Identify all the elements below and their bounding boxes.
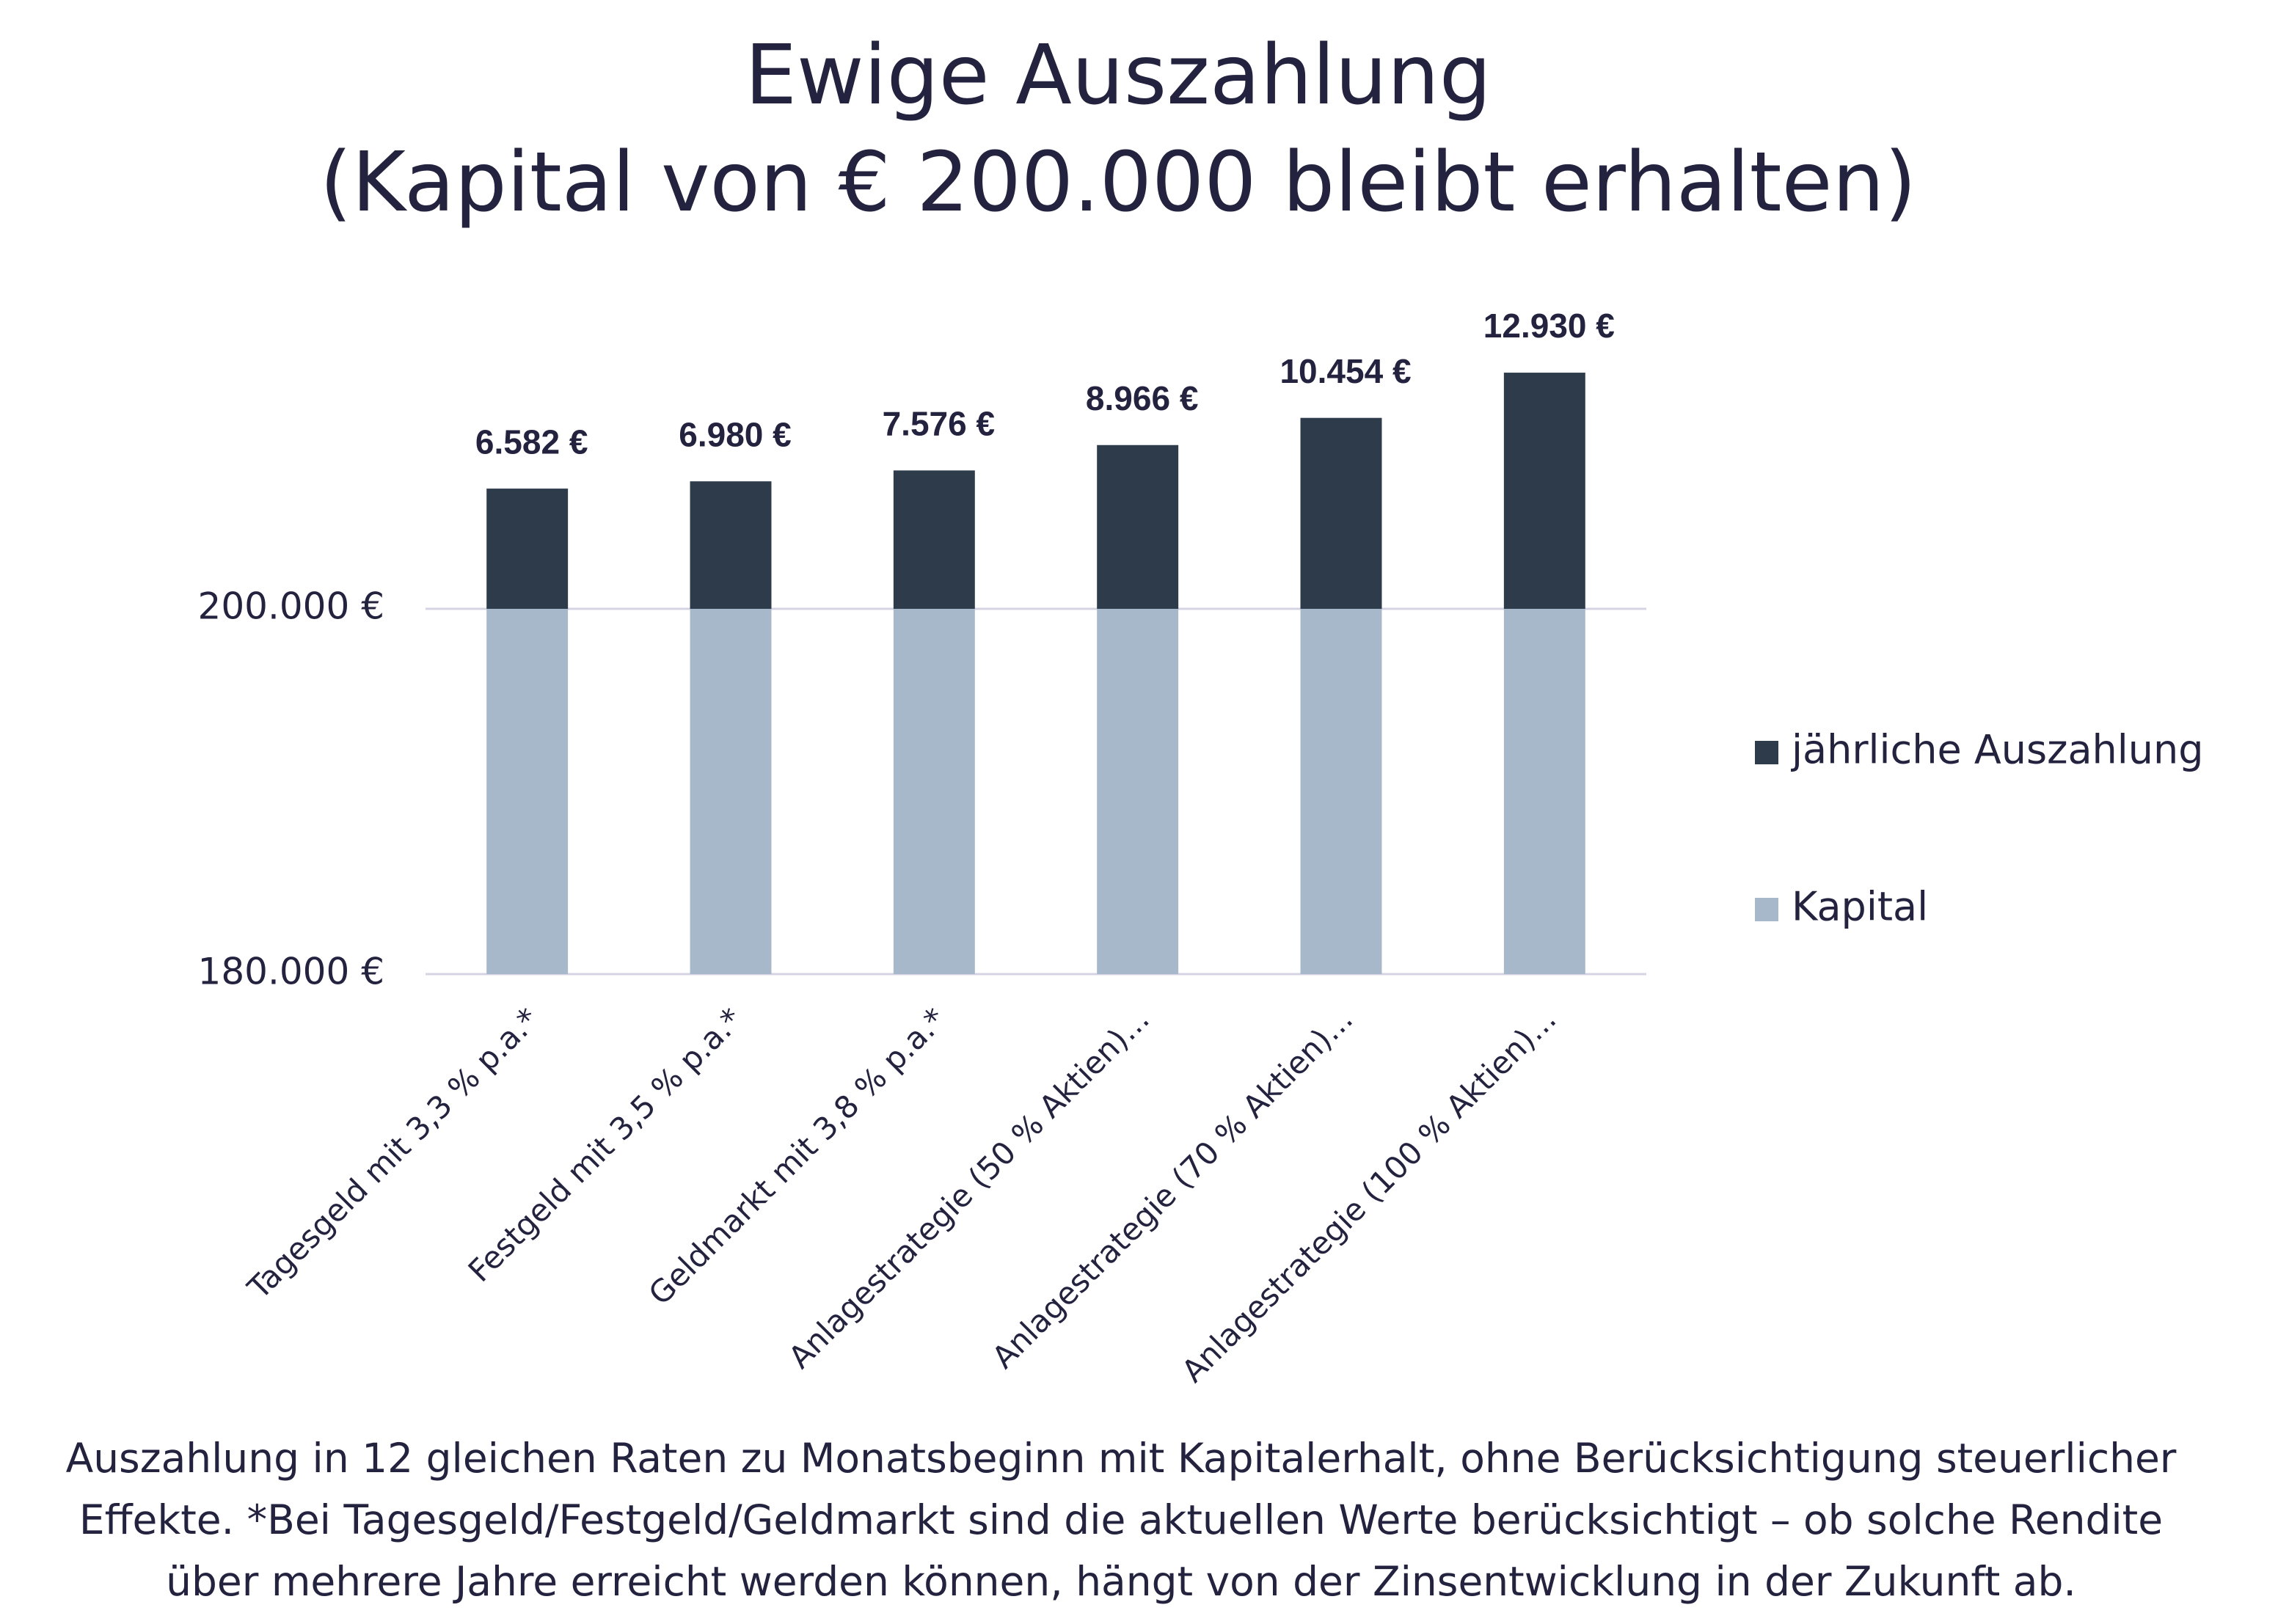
footnote: Effekte. *Bei Tagesgeld/Festgeld/Geldmar… <box>79 1496 2163 1543</box>
x-tick-label: Anlagestrategie (50 % Aktien)... <box>781 1001 1156 1376</box>
chart-title: (Kapital von € 200.000 bleibt erhalten) <box>320 135 1916 230</box>
legend-label: Kapital <box>1792 884 1928 930</box>
y-tick-label: 180.000 € <box>198 951 384 993</box>
footnote: Auszahlung in 12 gleichen Raten zu Monat… <box>66 1435 2177 1482</box>
bar-segment <box>1503 373 1585 609</box>
legend-label: jährliche Auszahlung <box>1791 727 2204 773</box>
legend-swatch <box>1755 741 1778 764</box>
value-label: 6.582 € <box>475 423 588 461</box>
chart-title: Ewige Auszahlung <box>745 28 1492 123</box>
y-tick-label: 200.000 € <box>198 585 384 628</box>
value-label: 6.980 € <box>679 415 791 453</box>
x-tick-label: Anlagestrategie (100 % Aktien)... <box>1175 1001 1563 1389</box>
bar-segment <box>893 609 975 974</box>
bar-segment <box>1097 445 1179 609</box>
bar-segment <box>1300 417 1382 609</box>
bar-segment <box>690 609 772 974</box>
x-tick-label: Anlagestrategie (70 % Aktien)... <box>985 1001 1360 1376</box>
footnote: über mehrere Jahre erreicht werden könne… <box>166 1558 2076 1605</box>
value-label: 8.966 € <box>1086 379 1198 417</box>
legend-swatch <box>1755 898 1778 921</box>
bar-segment <box>1300 609 1382 974</box>
value-label: 10.454 € <box>1279 352 1411 390</box>
value-label: 12.930 € <box>1483 307 1615 345</box>
bar-segment <box>893 470 975 609</box>
bar-segment <box>1503 609 1585 974</box>
bar-segment <box>690 481 772 609</box>
bar-segment <box>486 489 569 609</box>
value-label: 7.576 € <box>883 405 995 443</box>
bar-segment <box>1097 609 1179 974</box>
bar-segment <box>486 609 569 974</box>
